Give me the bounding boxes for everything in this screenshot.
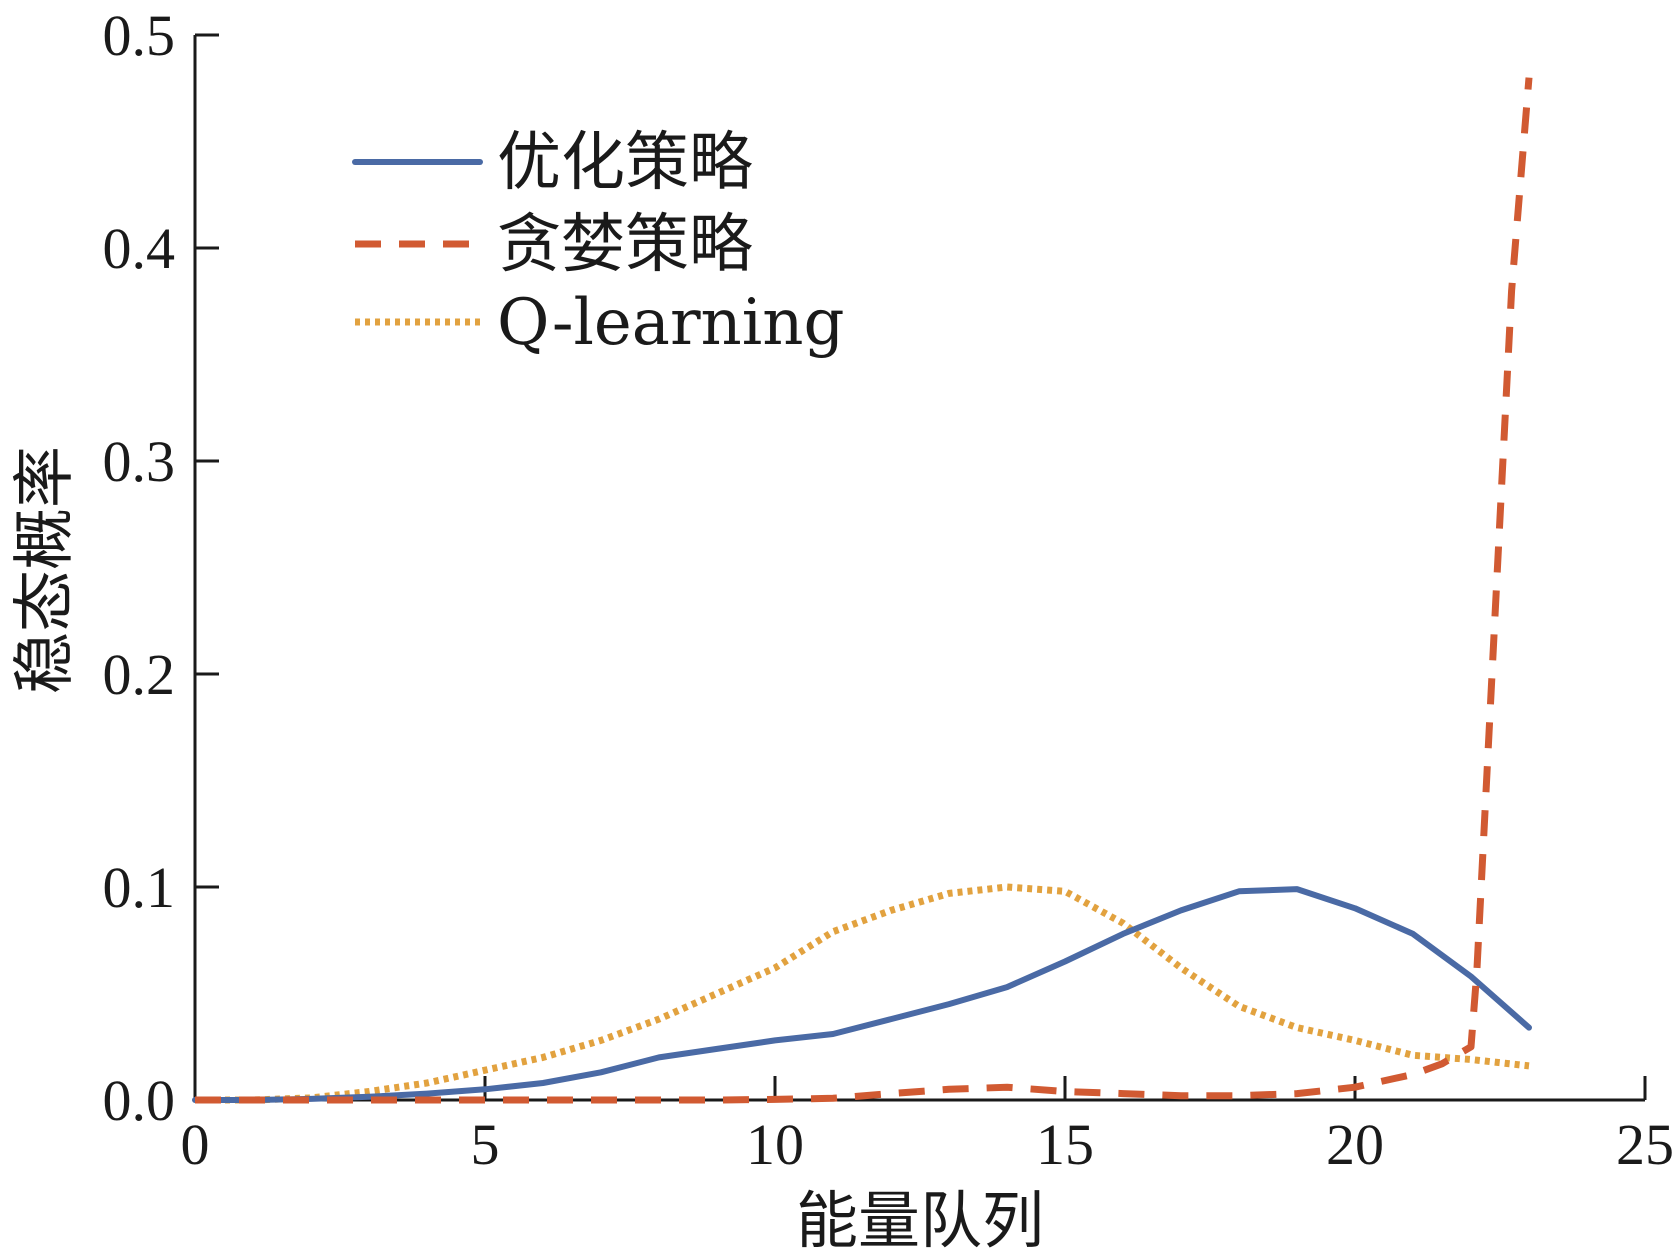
x-tick-label: 5 (471, 1112, 500, 1177)
y-tick-label: 0.5 (103, 3, 176, 68)
y-axis-title: 稳态概率 (8, 446, 81, 694)
axes (193, 35, 1645, 1102)
series-line-3 (195, 883, 1530, 1104)
legend-label-1: 优化策略 (497, 126, 753, 200)
y-tick-label: 0.0 (103, 1068, 176, 1133)
y-tick-label: 0.4 (103, 216, 176, 281)
series-layer (192, 77, 1533, 1104)
y-tick-label: 0.2 (103, 642, 176, 707)
y-tick-label: 0.3 (103, 429, 176, 494)
series-line-1 (192, 886, 1532, 1103)
ticks: 0.0 0.1 0.2 0.3 0.4 0.5 0 5 10 15 20 25 (103, 3, 1675, 1177)
series-line-2 (195, 77, 1533, 1104)
x-tick-label: 20 (1326, 1112, 1384, 1177)
x-tick-label: 25 (1616, 1112, 1674, 1177)
y-tick-label: 0.1 (103, 855, 176, 920)
legend-label-3: Q-learning (497, 286, 844, 360)
x-tick-label: 0 (181, 1112, 210, 1177)
x-tick-label: 10 (746, 1112, 804, 1177)
x-axis-title: 能量队列 (796, 1184, 1044, 1257)
legend-label-2: 贪婪策略 (497, 208, 753, 282)
x-tick-label: 15 (1036, 1112, 1094, 1177)
